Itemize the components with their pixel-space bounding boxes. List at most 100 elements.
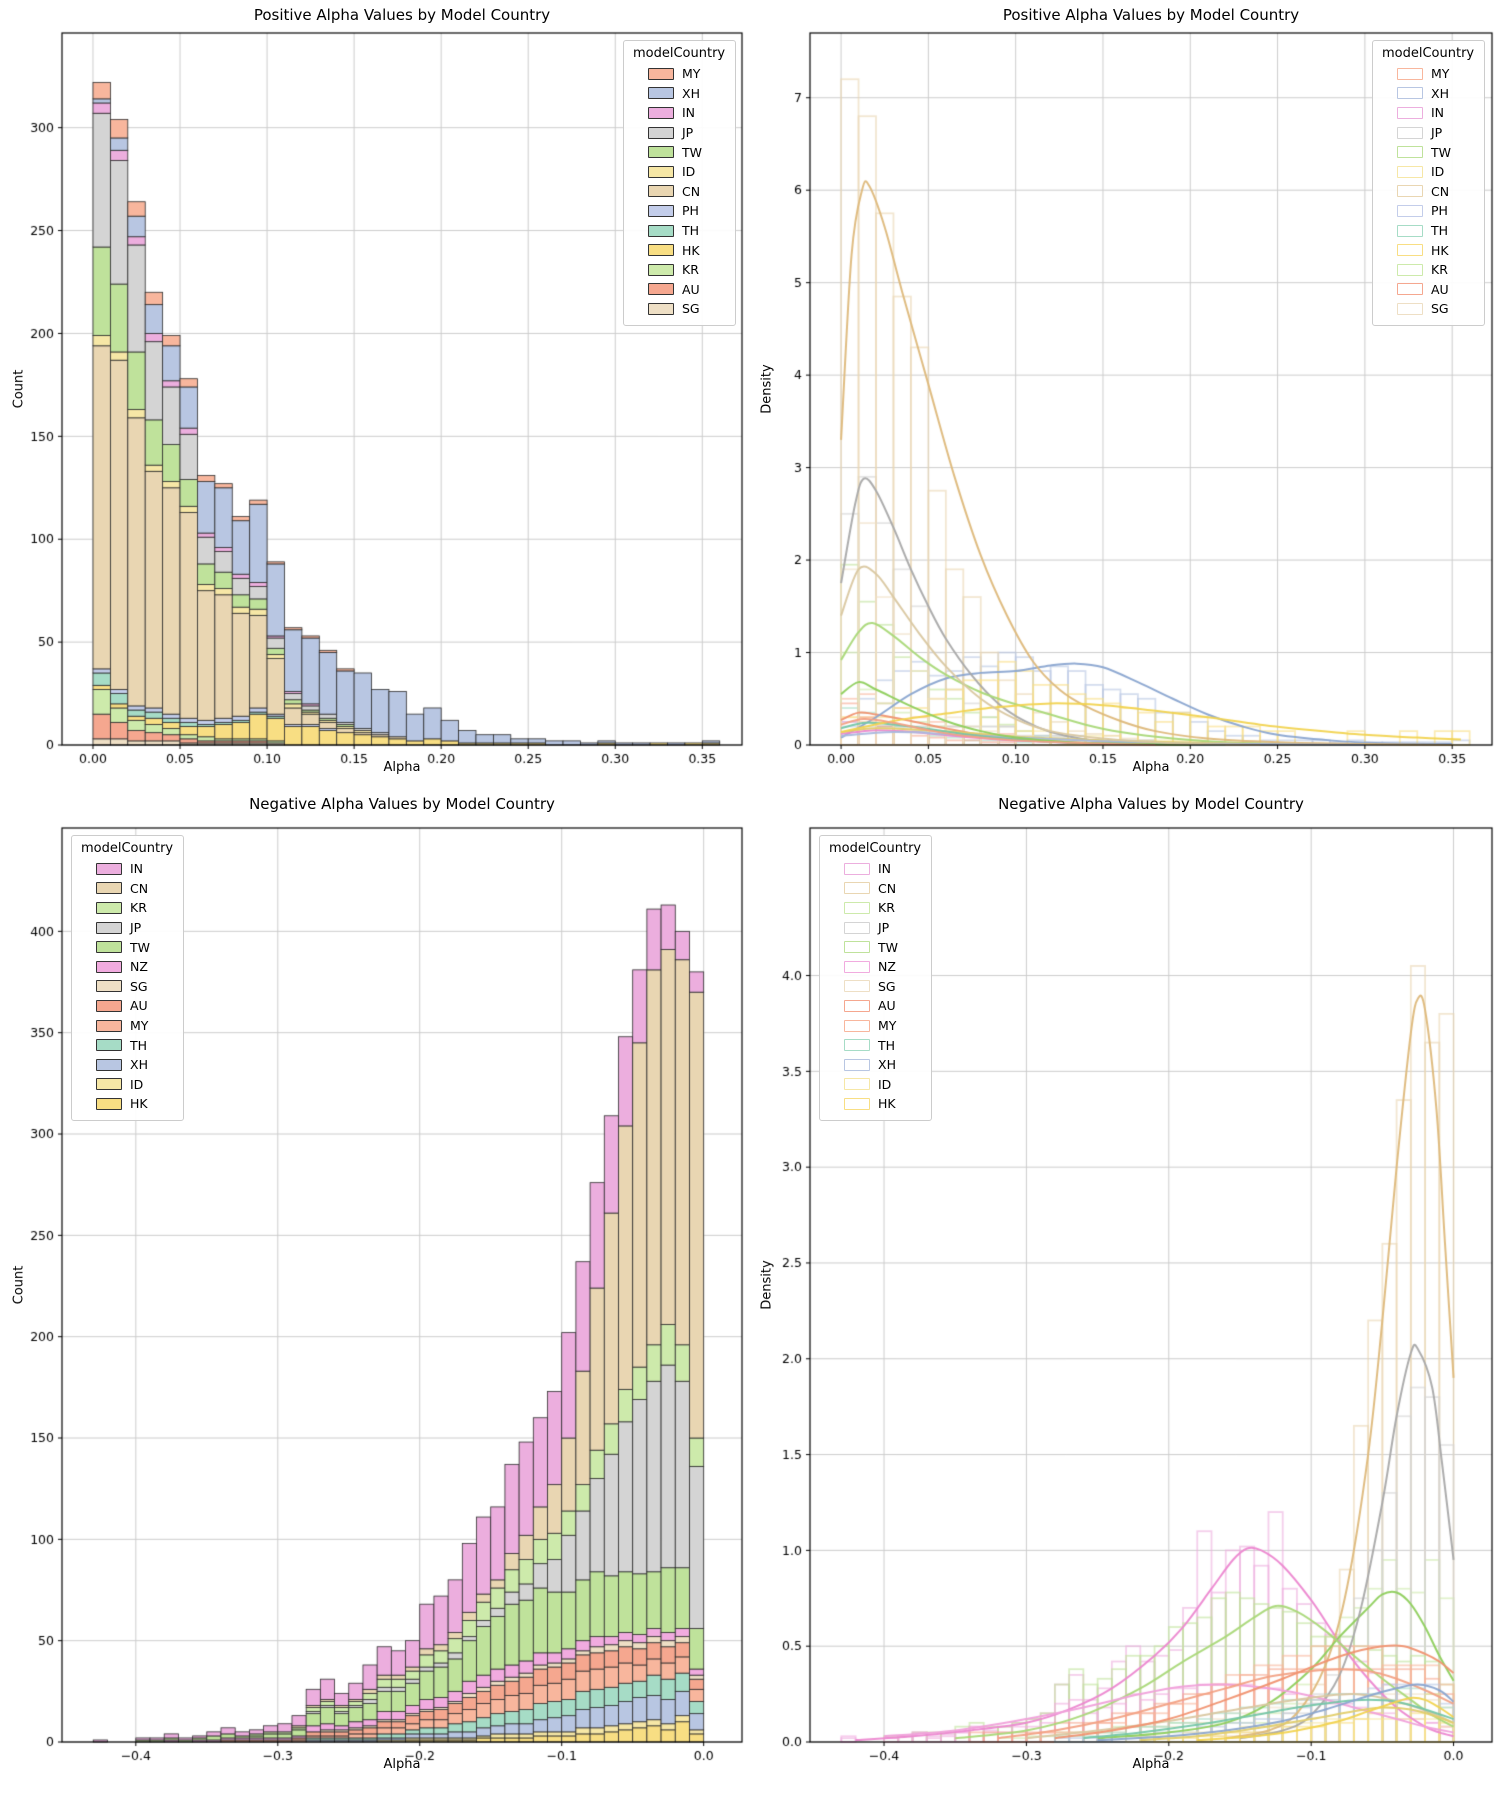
- chart-title: Positive Alpha Values by Model Country: [1002, 6, 1300, 24]
- legend-item-in: IN: [1381, 103, 1474, 123]
- legend-label: HK: [130, 1096, 148, 1112]
- legend-swatch-id: [1397, 165, 1423, 178]
- legend-swatch-xh: [1397, 87, 1423, 100]
- legend-label: ID: [878, 1076, 892, 1092]
- legend-label: CN: [1431, 183, 1450, 199]
- legend-swatch-au: [96, 999, 122, 1012]
- legend-swatch-sg: [1397, 302, 1423, 315]
- legend-swatch-th: [844, 1039, 870, 1052]
- legend-label: TW: [878, 939, 898, 955]
- y-axis-label: Count: [11, 369, 27, 409]
- legend-item-kr: KR: [80, 898, 173, 918]
- legend-swatch-au: [1397, 283, 1423, 296]
- legend-item-au: AU: [1381, 280, 1474, 300]
- legend-item-jp: JP: [1381, 123, 1474, 143]
- legend-swatch-nz: [844, 960, 870, 973]
- legend-swatch-hk: [96, 1097, 122, 1110]
- legend-title: modelCountry: [81, 841, 174, 856]
- legend: modelCountry IN CN KR JP TW NZ SG AU MY TH XH ID HK: [819, 835, 933, 1121]
- legend-item-au: AU: [828, 996, 921, 1016]
- legend-item-cn: CN: [1381, 182, 1474, 202]
- legend-label: IN: [1431, 105, 1445, 121]
- legend-item-id: ID: [632, 162, 725, 182]
- legend-swatch-xh: [648, 87, 674, 100]
- legend-label: KR: [1431, 262, 1448, 278]
- legend-label: CN: [878, 880, 897, 896]
- legend-item-tw: TW: [80, 937, 173, 957]
- legend-label: IN: [130, 861, 144, 877]
- legend-label: TW: [682, 144, 702, 160]
- legend-item-sg: SG: [1381, 299, 1474, 319]
- legend-item-my: MY: [80, 1016, 173, 1036]
- legend-item-th: TH: [828, 1035, 921, 1055]
- legend: modelCountry MY XH IN JP TW ID CN PH TH HK KR AU SG: [623, 40, 737, 326]
- legend-item-th: TH: [1381, 221, 1474, 241]
- legend-swatch-jp: [844, 921, 870, 934]
- legend-label: XH: [878, 1057, 896, 1073]
- legend-item-in: IN: [828, 859, 921, 879]
- legend-item-ph: PH: [632, 201, 725, 221]
- legend-swatch-nz: [96, 960, 122, 973]
- legend-swatch-my: [96, 1019, 122, 1032]
- legend-label: MY: [682, 66, 701, 82]
- legend-label: MY: [1431, 66, 1450, 82]
- legend-item-cn: CN: [828, 879, 921, 899]
- legend-label: IN: [878, 861, 892, 877]
- legend-label: TH: [130, 1037, 148, 1053]
- legend-item-xh: XH: [1381, 84, 1474, 104]
- legend-label: MY: [878, 1018, 897, 1034]
- legend-swatch-cn: [96, 882, 122, 895]
- legend-swatch-tw: [96, 941, 122, 954]
- legend-swatch-cn: [1397, 185, 1423, 198]
- legend-label: IN: [682, 105, 696, 121]
- chart-title: Negative Alpha Values by Model Country: [998, 795, 1304, 813]
- legend-label: AU: [682, 281, 700, 297]
- legend-label: AU: [878, 998, 896, 1014]
- legend-label: XH: [130, 1057, 148, 1073]
- legend-swatch-ph: [648, 204, 674, 217]
- legend-label: NZ: [878, 959, 896, 975]
- legend-title: modelCountry: [633, 46, 726, 61]
- legend-label: SG: [130, 978, 148, 994]
- legend-swatch-hk: [648, 244, 674, 257]
- legend-swatch-kr: [844, 901, 870, 914]
- x-axis-label: Alpha: [1132, 1757, 1170, 1772]
- legend-item-cn: CN: [80, 879, 173, 899]
- legend-swatch-th: [1397, 224, 1423, 237]
- x-axis-label: Alpha: [383, 1757, 421, 1772]
- legend-item-tw: TW: [828, 937, 921, 957]
- legend-item-in: IN: [632, 103, 725, 123]
- legend-item-jp: JP: [828, 918, 921, 938]
- legend-item-xh: XH: [828, 1055, 921, 1075]
- legend-swatch-sg: [844, 980, 870, 993]
- legend-swatch-au: [648, 283, 674, 296]
- legend-swatch-xh: [96, 1058, 122, 1071]
- legend-label: JP: [682, 125, 694, 141]
- legend-item-id: ID: [828, 1075, 921, 1095]
- legend-label: HK: [1431, 242, 1449, 258]
- legend-swatch-ph: [1397, 204, 1423, 217]
- legend-item-sg: SG: [828, 977, 921, 997]
- legend-item-my: MY: [828, 1016, 921, 1036]
- legend-item-sg: SG: [80, 977, 173, 997]
- legend-swatch-kr: [648, 263, 674, 276]
- legend-swatch-id: [96, 1078, 122, 1091]
- legend-item-au: AU: [632, 280, 725, 300]
- legend-swatch-hk: [844, 1097, 870, 1110]
- legend-item-hk: HK: [828, 1094, 921, 1114]
- legend-label: JP: [1431, 125, 1443, 141]
- chart-title: Positive Alpha Values by Model Country: [253, 6, 551, 24]
- legend-swatch-xh: [844, 1058, 870, 1071]
- legend-item-kr: KR: [828, 898, 921, 918]
- legend-swatch-in: [96, 862, 122, 875]
- legend-label: AU: [1431, 281, 1449, 297]
- legend-item-my: MY: [1381, 64, 1474, 84]
- legend-item-jp: JP: [632, 123, 725, 143]
- legend-label: MY: [130, 1018, 149, 1034]
- legend-item-th: TH: [632, 221, 725, 241]
- legend-item-sg: SG: [632, 299, 725, 319]
- legend-swatch-jp: [648, 126, 674, 139]
- legend-swatch-my: [844, 1019, 870, 1032]
- legend-label: PH: [1431, 203, 1448, 219]
